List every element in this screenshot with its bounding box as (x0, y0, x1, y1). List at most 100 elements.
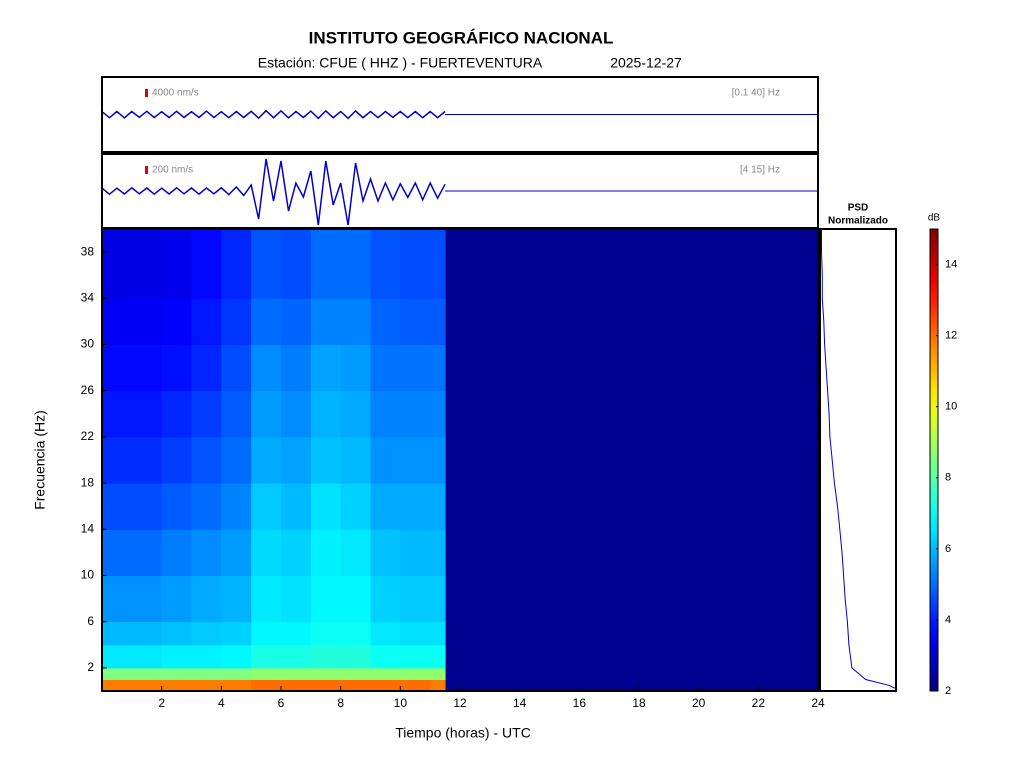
heatmap-cell (310, 667, 342, 680)
heatmap-cell (221, 679, 252, 692)
heatmap-cell (400, 667, 431, 680)
heatmap-cell (400, 529, 431, 576)
heatmap-cell (281, 390, 312, 438)
psd-subtitle: Normalizado (828, 216, 888, 227)
heatmap-cell (102, 621, 133, 646)
heatmap-cell (251, 667, 282, 680)
heatmap-cell (281, 344, 312, 392)
heatmap-cell (400, 436, 431, 484)
heatmap-cell (191, 621, 222, 646)
heatmap-cell (161, 575, 192, 623)
heatmap-cell (430, 436, 446, 484)
heatmap-cell (370, 575, 401, 623)
heatmap-cell (281, 644, 312, 669)
heatmap-cell (430, 298, 446, 345)
heatmap-cell (430, 575, 446, 623)
psd-line (821, 229, 897, 690)
heatmap-cell (310, 529, 342, 576)
y-tick-label: 22 (81, 429, 95, 443)
heatmap-cell (102, 483, 133, 530)
heatmap-cell (281, 229, 312, 299)
heatmap-cell (102, 529, 133, 576)
heatmap-cell (131, 436, 163, 484)
heatmap-cell (370, 529, 401, 576)
heatmap-cell (102, 344, 133, 392)
heatmap-cell (191, 229, 222, 299)
station: Estación: CFUE ( HHZ ) - FUERTEVENTURA (258, 55, 543, 71)
heatmap-cell (430, 483, 446, 530)
heatmap-cell (191, 529, 222, 576)
heatmap-cell (131, 667, 163, 680)
heatmap-cell (370, 679, 401, 692)
y-tick-label: 10 (81, 568, 95, 582)
heatmap-cell (400, 229, 431, 299)
heatmap-cell (221, 298, 252, 345)
scale-bar (145, 89, 148, 97)
filter-label: [0.1 40] Hz (732, 88, 780, 99)
heatmap-cell (251, 483, 282, 530)
heatmap-cell (370, 621, 401, 646)
x-tick-label: 24 (811, 696, 825, 710)
heatmap-cell (340, 483, 371, 530)
heatmap-cell (400, 344, 431, 392)
heatmap-cell (340, 298, 371, 345)
heatmap-cell (310, 436, 342, 484)
heatmap-cell (340, 229, 371, 299)
colorbar-label: dB (928, 213, 941, 224)
heatmap-cell (221, 667, 252, 680)
heatmap-cell (400, 621, 431, 646)
heatmap-cell (251, 436, 282, 484)
heatmap-cell (430, 390, 446, 438)
heatmap-cell (221, 390, 252, 438)
colorbar-tick-label: 8 (945, 472, 951, 484)
heatmap-cell (251, 621, 282, 646)
heatmap-cell (131, 390, 163, 438)
heatmap-cell (131, 644, 163, 669)
x-tick-label: 6 (278, 696, 285, 710)
heatmap-cell (221, 436, 252, 484)
heatmap-cell (281, 298, 312, 345)
heatmap-cell (400, 483, 431, 530)
heatmap-cell (102, 298, 133, 345)
heatmap-cell (370, 436, 401, 484)
heatmap-cell (161, 298, 192, 345)
y-tick-label: 2 (87, 660, 94, 674)
panel-frame (819, 228, 897, 692)
heatmap-cell (161, 229, 192, 299)
heatmap-cell (251, 679, 282, 692)
heatmap-cell (310, 390, 342, 438)
y-axis-label: Frecuencia (Hz) (32, 410, 48, 510)
waveform-trace (101, 158, 446, 226)
heatmap-cell (131, 529, 163, 576)
heatmap-cell (340, 436, 371, 484)
heatmap-cell (131, 621, 163, 646)
heatmap-cell (131, 229, 163, 299)
heatmap-cell (430, 667, 446, 680)
heatmap-cell (102, 679, 133, 692)
heatmap-cell (370, 644, 401, 669)
heatmap-cell (400, 575, 431, 623)
x-axis-label: Tiempo (horas) - UTC (395, 725, 531, 741)
heatmap-cell (191, 667, 222, 680)
heatmap-cell (340, 621, 371, 646)
heatmap-cell (340, 529, 371, 576)
heatmap-cell (102, 575, 133, 623)
x-tick-label: 8 (337, 696, 344, 710)
heatmap-cell (161, 667, 192, 680)
heatmap-cell (370, 344, 401, 392)
heatmap-cell (191, 575, 222, 623)
x-tick-label: 14 (513, 696, 527, 710)
heatmap-cell (161, 679, 192, 692)
heatmap-cell (340, 679, 371, 692)
heatmap-cell (161, 621, 192, 646)
heatmap-cell (340, 390, 371, 438)
heatmap-cell (430, 529, 446, 576)
heatmap-cell (310, 483, 342, 530)
heatmap-cell (310, 679, 342, 692)
heatmap-cell (370, 390, 401, 438)
colorbar-tick-label: 2 (945, 685, 951, 697)
heatmap-cell (161, 390, 192, 438)
heatmap-cell (310, 621, 342, 646)
heatmap-cell (221, 644, 252, 669)
y-tick-label: 26 (81, 383, 95, 397)
